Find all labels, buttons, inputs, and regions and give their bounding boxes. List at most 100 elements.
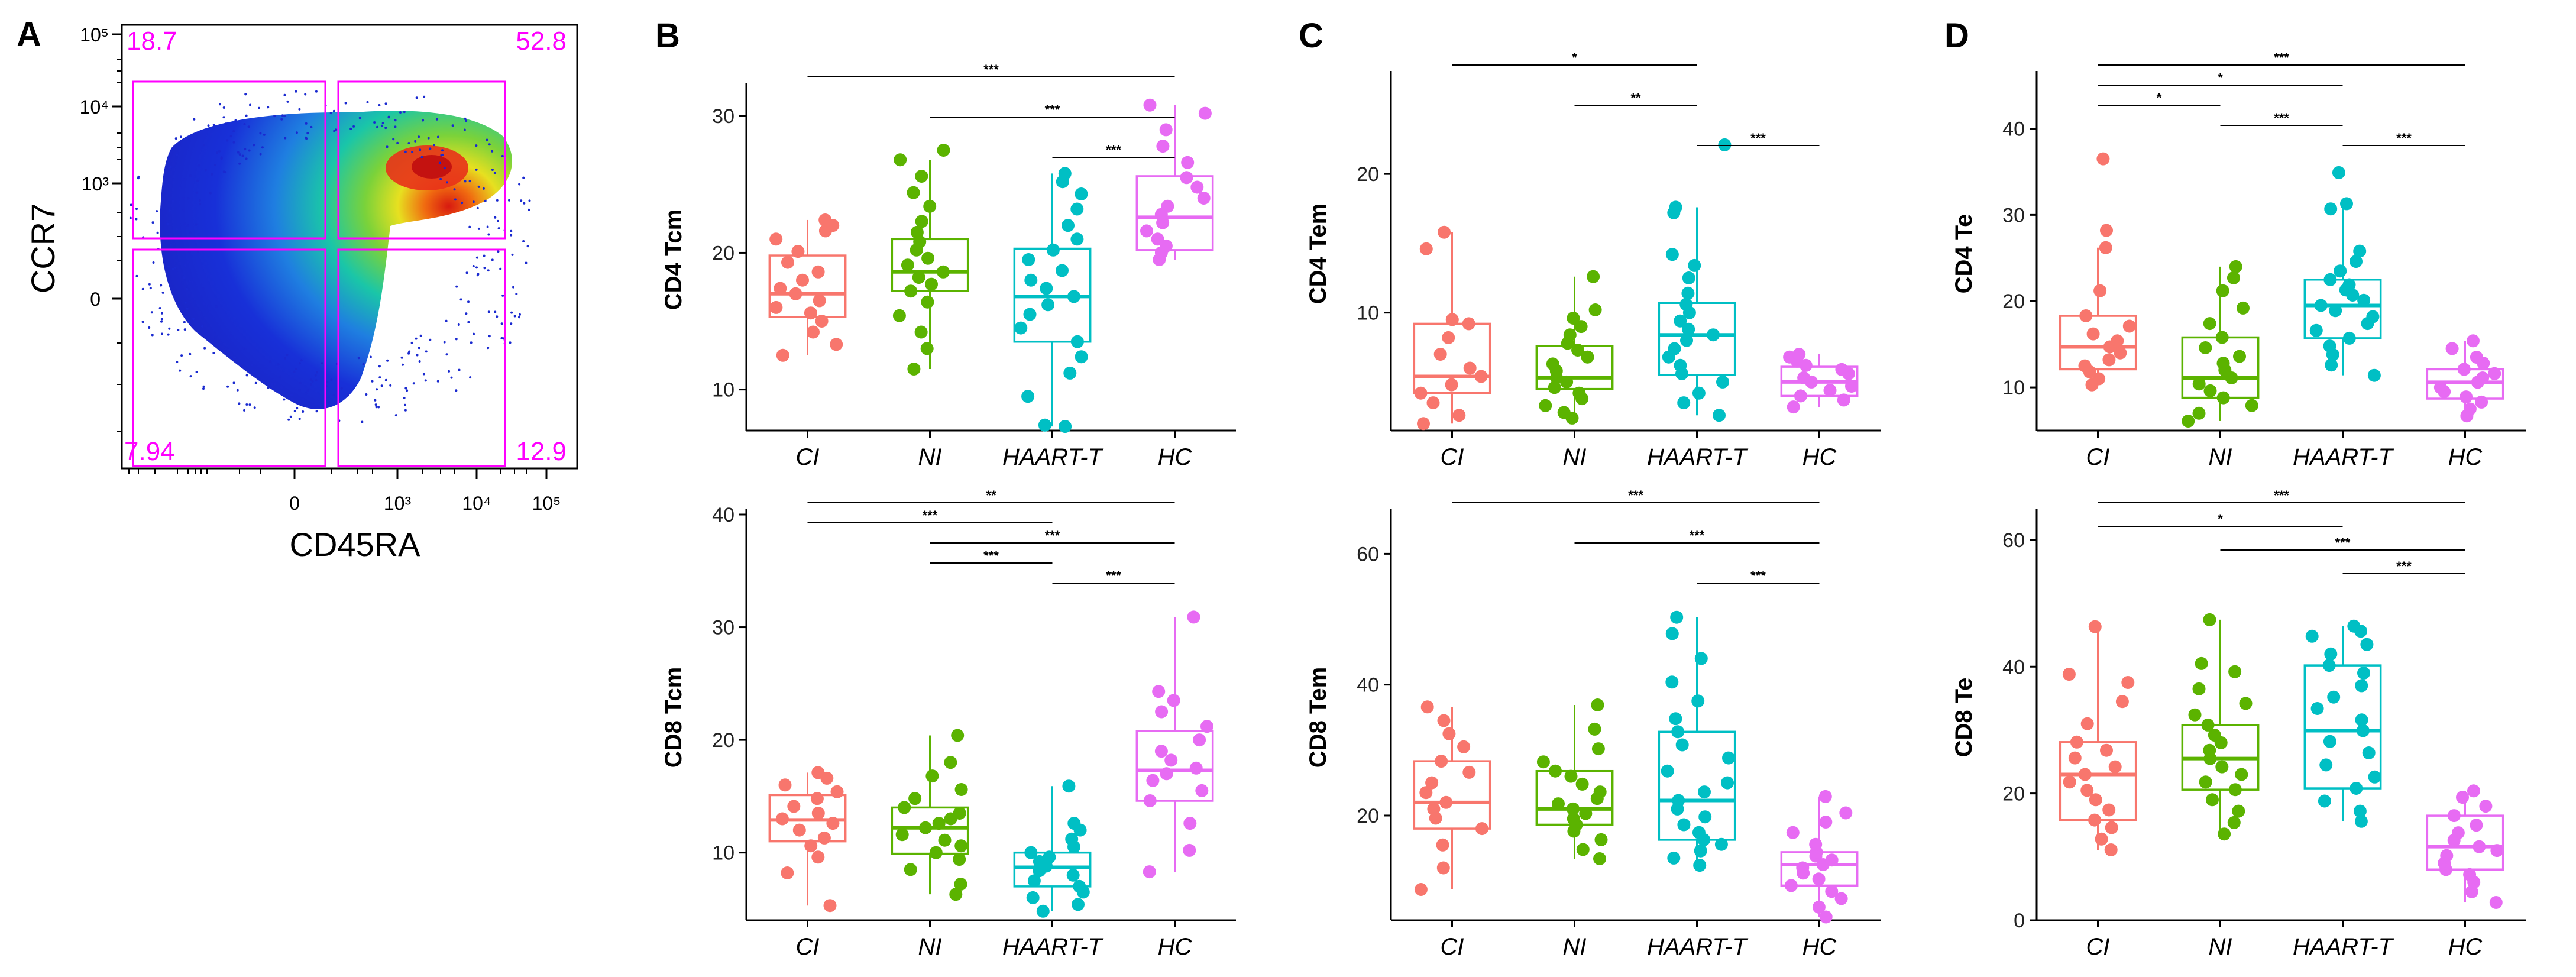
data-point xyxy=(937,144,950,157)
significance-label: *** xyxy=(2335,535,2351,550)
data-point xyxy=(1156,140,1170,153)
data-point xyxy=(1062,219,1075,232)
data-point xyxy=(1671,725,1685,739)
data-point xyxy=(925,769,939,783)
flow-event-dot xyxy=(288,396,291,399)
data-point xyxy=(1572,386,1586,400)
flow-event-dot xyxy=(415,337,418,340)
flow-event-dot xyxy=(192,277,195,280)
flow-event-dot xyxy=(207,124,210,127)
flow-event-dot xyxy=(277,363,280,366)
data-point xyxy=(2104,843,2118,856)
data-point xyxy=(2368,770,2381,784)
flow-event-dot xyxy=(488,335,491,338)
data-point xyxy=(1014,321,1028,335)
flow-event-dot xyxy=(198,199,201,202)
data-point xyxy=(1668,342,1681,355)
data-point xyxy=(792,823,806,837)
flow-event-dot xyxy=(510,311,513,314)
data-point xyxy=(2122,319,2136,333)
flow-event-dot xyxy=(298,108,301,111)
data-point xyxy=(1819,816,1833,829)
flow-event-dot xyxy=(188,251,191,254)
flow-event-dot xyxy=(182,209,185,212)
data-point xyxy=(1041,298,1055,312)
data-point xyxy=(1026,891,1040,904)
flow-event-dot xyxy=(380,124,383,127)
data-point xyxy=(2216,284,2229,297)
data-point xyxy=(2327,690,2341,704)
significance-label: *** xyxy=(2396,559,2412,574)
flow-event-dot xyxy=(511,253,514,256)
flow-event-dot xyxy=(344,102,347,105)
data-point xyxy=(823,899,837,913)
flow-event-dot xyxy=(496,199,499,202)
y-axis-label: CD8 Tcm xyxy=(661,667,687,768)
data-point xyxy=(2475,395,2488,409)
flow-event-dot xyxy=(279,375,281,378)
flow-y-tick-label: 10⁴ xyxy=(80,96,109,118)
flow-event-dot xyxy=(295,90,297,93)
flow-event-dot xyxy=(410,341,413,344)
flow-event-dot xyxy=(429,147,432,150)
data-point xyxy=(925,277,938,291)
data-point xyxy=(1070,335,1084,348)
data-point xyxy=(1693,859,1707,872)
flow-event-dot xyxy=(171,199,174,202)
data-point xyxy=(1661,764,1674,778)
data-point xyxy=(1167,694,1180,707)
data-point xyxy=(1567,312,1580,325)
flow-event-dot xyxy=(299,401,302,404)
data-point xyxy=(1198,106,1212,120)
data-point xyxy=(921,295,934,309)
flow-event-dot xyxy=(472,200,475,203)
flow-event-dot xyxy=(358,117,361,119)
data-point xyxy=(787,800,801,813)
box-hc xyxy=(1135,98,1214,266)
panel-letter-b: B xyxy=(655,17,680,55)
data-point xyxy=(2216,357,2230,370)
data-point xyxy=(804,839,818,853)
flow-event-dot xyxy=(305,136,308,139)
flow-event-dot xyxy=(225,122,228,125)
flow-event-dot xyxy=(404,150,407,153)
significance-label: *** xyxy=(1106,143,1121,157)
flow-event-dot xyxy=(425,350,428,353)
flow-event-dot xyxy=(510,322,513,325)
data-point xyxy=(1427,802,1441,816)
flow-event-dot xyxy=(493,172,496,174)
data-point xyxy=(769,300,783,314)
significance-label: * xyxy=(2157,90,2162,105)
flow-event-dot xyxy=(293,370,296,373)
box-iqr xyxy=(1658,302,1736,376)
flow-event-dot xyxy=(238,402,241,405)
data-point xyxy=(1797,371,1811,384)
flow-event-dot xyxy=(204,169,207,172)
data-point xyxy=(1164,753,1178,767)
data-point xyxy=(2235,768,2248,781)
flow-event-dot xyxy=(182,178,185,181)
quadrant-value-lower-left: 7.94 xyxy=(124,437,175,466)
data-point xyxy=(1140,224,1153,238)
data-point xyxy=(1563,328,1577,342)
flow-event-dot xyxy=(419,334,422,337)
significance-label: *** xyxy=(1045,528,1060,543)
flow-event-dot xyxy=(497,227,500,230)
flow-event-dot xyxy=(518,316,520,319)
flow-event-dot xyxy=(455,338,458,341)
data-point xyxy=(1825,885,1839,898)
y-tick-label: 30 xyxy=(712,105,734,128)
flow-event-dot xyxy=(384,102,387,105)
flow-event-dot xyxy=(234,119,237,122)
flow-event-dot xyxy=(229,334,232,337)
y-tick-label: 30 xyxy=(712,617,734,639)
flow-event-dot xyxy=(523,202,526,205)
flow-event-dot xyxy=(175,228,178,231)
quadrant-value-upper-right: 52.8 xyxy=(516,27,567,56)
data-point xyxy=(1721,776,1734,790)
data-point xyxy=(1038,418,1051,432)
data-point xyxy=(1698,785,1711,799)
flow-event-dot xyxy=(384,127,387,130)
data-point xyxy=(1593,852,1606,865)
data-point xyxy=(1067,817,1081,830)
